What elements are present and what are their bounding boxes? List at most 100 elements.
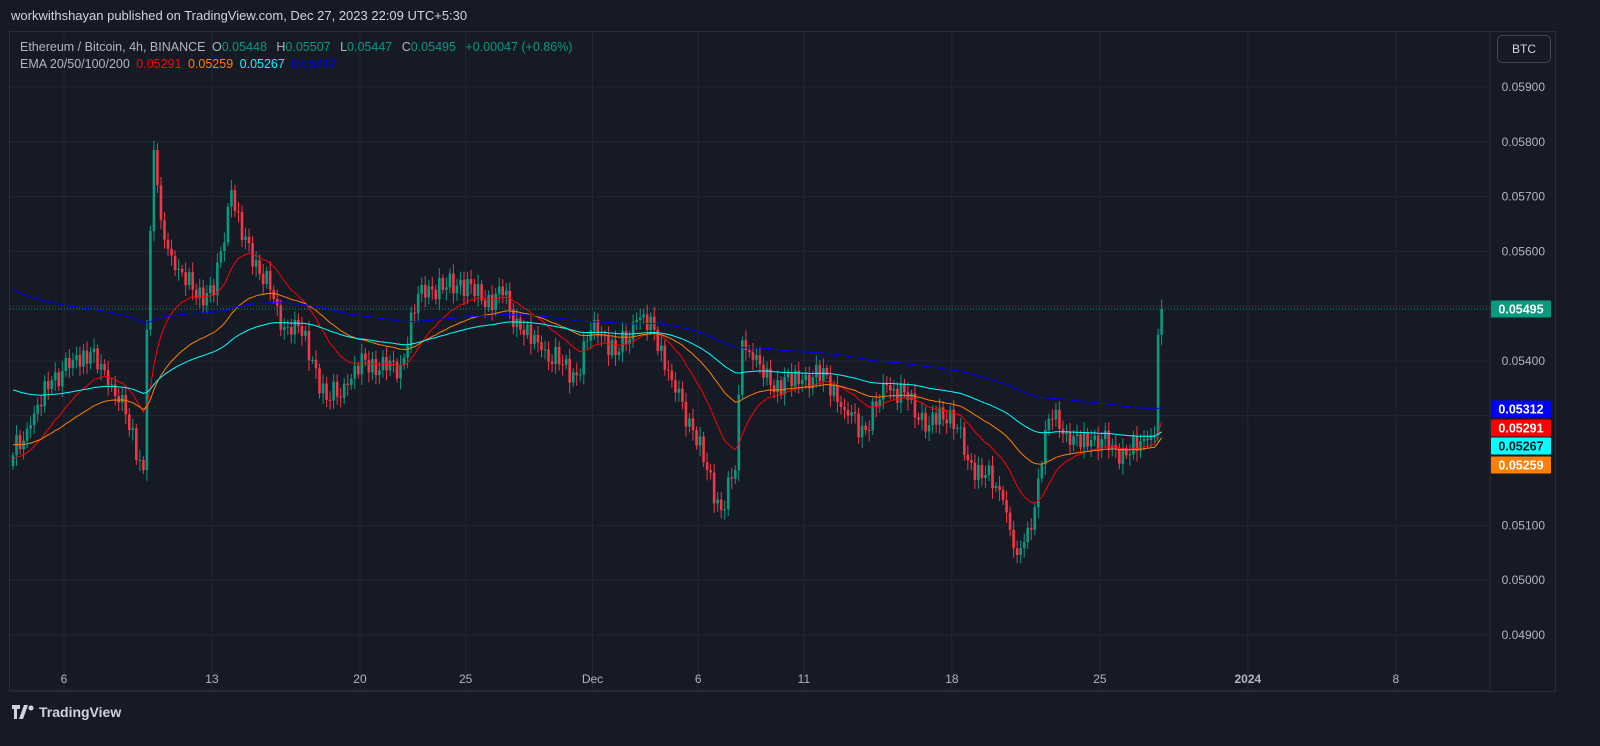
candle-body xyxy=(1044,430,1047,465)
candle-body xyxy=(733,470,737,479)
candle-body xyxy=(184,272,187,286)
candle-body xyxy=(963,427,966,455)
candle-body xyxy=(1121,448,1125,464)
candle-body xyxy=(1075,434,1079,436)
candle-body xyxy=(899,383,903,403)
candle-body xyxy=(1036,478,1040,508)
candle-body xyxy=(406,346,409,358)
candle-body xyxy=(790,372,793,387)
ema-badge-bg xyxy=(1491,400,1551,418)
low-value: 0.05447 xyxy=(347,40,393,54)
ema-title[interactable]: EMA 20/50/100/200 xyxy=(20,57,130,71)
candle-body xyxy=(698,436,702,446)
candle-body xyxy=(755,354,758,360)
candle-body xyxy=(438,278,441,300)
candle-body xyxy=(688,418,691,427)
candle-body xyxy=(980,465,984,479)
candle-body xyxy=(156,150,159,186)
x-tick-label: 25 xyxy=(1093,672,1107,686)
candle-body xyxy=(53,372,57,381)
candle-body xyxy=(261,273,265,285)
candle-body xyxy=(575,372,579,376)
candle-body xyxy=(959,427,963,429)
x-tick-label: 18 xyxy=(945,672,959,686)
candle-body xyxy=(497,286,501,294)
candle-body xyxy=(216,262,219,296)
candle-body xyxy=(656,329,660,352)
candle-body xyxy=(381,356,385,371)
candle-body xyxy=(737,394,741,471)
candle-body xyxy=(43,381,47,407)
candle-body xyxy=(103,363,106,371)
currency-unit-button[interactable]: BTC xyxy=(1497,35,1551,63)
candle-body xyxy=(533,334,536,344)
candle-body xyxy=(92,348,96,353)
candle-body xyxy=(1072,435,1075,445)
candle-body xyxy=(853,412,857,414)
candle-body xyxy=(180,268,184,273)
candle-body xyxy=(152,150,156,232)
symbol-title[interactable]: Ethereum / Bitcoin, 4h, BINANCE xyxy=(20,40,206,54)
candle-body xyxy=(409,312,413,347)
candle-body xyxy=(934,413,938,425)
candle-body xyxy=(786,372,790,378)
chart-panel[interactable] xyxy=(9,31,1556,692)
open-value: 0.05448 xyxy=(221,40,267,54)
candle-body xyxy=(881,383,885,400)
candle-body xyxy=(681,388,684,403)
candle-body xyxy=(850,412,853,416)
chart-legend: Ethereum / Bitcoin, 4h, BINANCE O0.05448… xyxy=(20,39,575,73)
candle-body xyxy=(244,236,247,240)
candle-body xyxy=(779,380,783,395)
y-tick-label: 0.05700 xyxy=(1502,190,1546,204)
publisher-line: workwithshayan published on TradingView.… xyxy=(11,8,468,23)
candle-body xyxy=(927,425,931,432)
candle-body xyxy=(1047,418,1051,431)
x-tick-label: 2024 xyxy=(1234,672,1261,686)
candle-body xyxy=(82,350,85,367)
low-label: L xyxy=(340,40,348,54)
candle-body xyxy=(758,354,762,365)
candle-body xyxy=(290,326,293,335)
candle-body xyxy=(455,285,459,294)
candle-body xyxy=(364,353,367,360)
brand-name: TradingView xyxy=(39,704,122,720)
candle-body xyxy=(342,383,346,398)
candle-body xyxy=(483,300,487,308)
candle-body xyxy=(307,330,311,361)
candle-body xyxy=(860,425,864,438)
candle-body xyxy=(138,459,142,461)
candle-body xyxy=(508,290,512,310)
candle-body xyxy=(1086,432,1089,447)
last-price-badge: 0.05495 xyxy=(1498,302,1543,316)
candle-body xyxy=(237,211,240,213)
candle-body xyxy=(149,231,152,330)
candle-body xyxy=(459,279,462,286)
candle-body xyxy=(96,348,99,370)
candle-body xyxy=(554,346,557,365)
tradingview-logo-icon xyxy=(12,705,34,719)
candle-body xyxy=(120,394,124,403)
candle-body xyxy=(600,335,603,337)
y-tick-label: 0.05600 xyxy=(1502,244,1546,258)
close-label: C xyxy=(401,40,411,54)
tradingview-brand[interactable]: TradingView xyxy=(12,704,121,720)
candle-body xyxy=(977,465,980,480)
candle-body xyxy=(519,318,522,330)
candle-body xyxy=(1012,529,1015,549)
candle-body xyxy=(1079,434,1082,448)
candle-body xyxy=(878,399,882,407)
candle-body xyxy=(846,409,850,416)
candle-body xyxy=(797,370,801,384)
candle-body xyxy=(36,404,39,414)
candle-body xyxy=(230,190,233,207)
candle-body xyxy=(815,364,818,378)
candle-body xyxy=(1008,512,1012,530)
candle-body xyxy=(998,485,1001,491)
candle-body xyxy=(339,396,342,398)
candle-body xyxy=(614,340,617,355)
candle-body xyxy=(811,377,815,389)
candle-body xyxy=(557,346,561,365)
candle-body xyxy=(300,326,304,336)
